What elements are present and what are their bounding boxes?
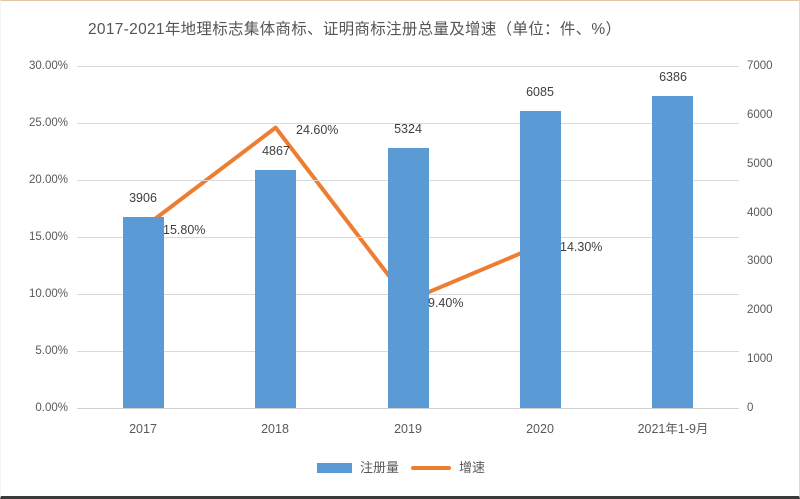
line-value-label: 15.80% [163, 223, 206, 237]
gridline [77, 407, 739, 409]
gridline [77, 65, 739, 67]
line-value-label: 9.40% [428, 296, 464, 310]
legend-line-swatch [411, 466, 451, 470]
left-axis-tick: 20.00% [28, 174, 68, 186]
plot-area: 3906 4867 5324 6085 6386 15.80% 24.60% 9.40% 14.… [77, 65, 739, 409]
legend-bar-label: 注册量 [359, 460, 399, 475]
right-axis-tick: 1000 [747, 353, 773, 366]
bar-value-label: 6386 [659, 70, 687, 84]
bar-value-label: 4867 [262, 144, 290, 158]
bar [388, 148, 429, 408]
right-axis-tick: 6000 [747, 108, 773, 121]
x-axis-label: 2020 [526, 422, 554, 436]
bar-value-label: 5324 [394, 122, 422, 136]
bar-value-label: 3906 [129, 191, 157, 205]
left-axis-tick: 0.00% [35, 402, 68, 414]
legend-bar-swatch [316, 463, 352, 473]
left-axis-tick: 10.00% [28, 288, 68, 300]
bar-value-label: 6085 [526, 85, 554, 99]
bar [255, 170, 296, 408]
x-axis-label: 2018 [261, 422, 289, 436]
bar [123, 217, 164, 408]
bar [520, 111, 561, 408]
x-axis-label: 2019 [394, 422, 422, 436]
right-axis-tick: 4000 [747, 206, 773, 219]
left-axis-tick: 25.00% [28, 117, 68, 129]
left-axis-tick: 30.00% [28, 60, 68, 72]
line-value-label: 14.30% [560, 240, 603, 254]
right-axis-tick: 0 [747, 402, 754, 414]
right-axis-tick: 5000 [747, 157, 773, 170]
bar [652, 96, 693, 408]
left-axis-tick: 15.00% [28, 231, 68, 243]
gridline [77, 122, 739, 124]
x-axis-label: 2017 [129, 422, 157, 436]
legend-line-label: 增速 [459, 460, 486, 475]
right-axis-tick: 7000 [747, 60, 773, 72]
chart-title: 2017-2021年地理标志集体商标、证明商标注册总量及增速（单位：件、%） [88, 21, 622, 38]
line-value-label: 24.60% [296, 123, 339, 137]
right-axis-tick: 2000 [747, 304, 773, 317]
left-axis-tick: 5.00% [35, 345, 68, 357]
legend: 注册量 增速 [1, 459, 799, 477]
x-axis-label: 2021年1-9月 [637, 422, 709, 436]
right-axis-tick: 3000 [747, 255, 773, 268]
growth-line-series [141, 125, 543, 303]
growth-line [141, 125, 543, 303]
